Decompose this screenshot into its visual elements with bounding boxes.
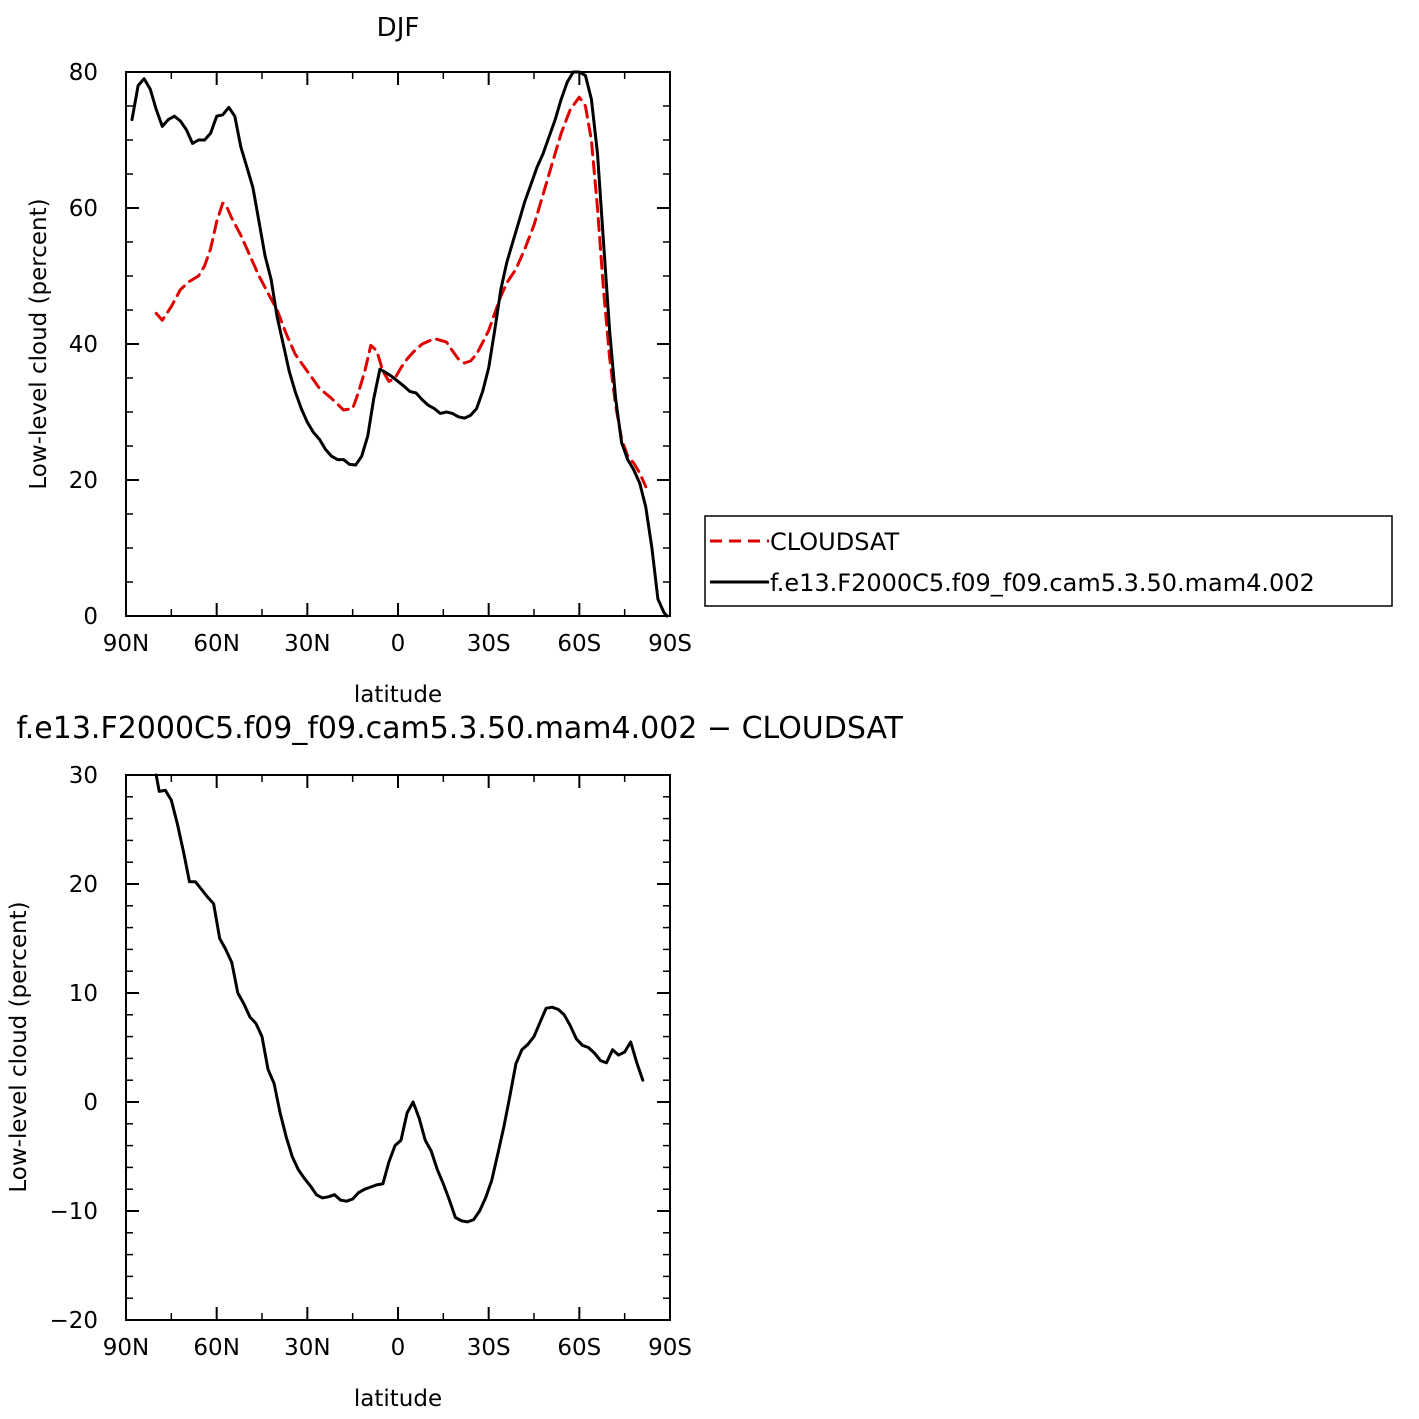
- top-x-tick-label: 30S: [467, 631, 511, 657]
- top-series-line-0: [154, 95, 648, 489]
- bottom-y-axis-label: Low-level cloud (percent): [6, 901, 32, 1192]
- legend-label-model: f.e13.F2000C5.f09_f09.cam5.3.50.mam4.002: [770, 569, 1315, 597]
- top-chart-panel: DJF Low-level cloud (percent) latitude 9…: [26, 13, 692, 708]
- bottom-chart-title: f.e13.F2000C5.f09_f09.cam5.3.50.mam4.002…: [16, 711, 903, 746]
- top-y-tick-label: 60: [69, 196, 98, 222]
- bottom-y-tick-label: 20: [69, 872, 98, 898]
- top-y-tick-label: 80: [69, 60, 98, 86]
- legend-box: [704, 515, 1393, 607]
- top-y-tick-label: 20: [69, 468, 98, 494]
- bottom-chart-panel: f.e13.F2000C5.f09_f09.cam5.3.50.mam4.002…: [6, 711, 904, 1412]
- top-x-axis-label: latitude: [354, 682, 442, 708]
- bottom-x-axis-label: latitude: [354, 1386, 442, 1412]
- top-chart-legend: CLOUDSAT f.e13.F2000C5.f09_f09.cam5.3.50…: [704, 515, 1393, 607]
- top-chart-title: DJF: [377, 13, 420, 43]
- top-x-tick-label: 90N: [103, 631, 149, 657]
- bottom-tick-labels: 90N 60N 30N 0 30S 60S 90S −20 −10 0 10 20 30: [49, 763, 691, 1361]
- bottom-series-line-0: [154, 773, 645, 1224]
- top-x-tick-label: 60N: [193, 631, 239, 657]
- bottom-y-tick-label: 0: [83, 1090, 98, 1116]
- top-series-lines: [130, 70, 669, 618]
- top-y-tick-label: 0: [83, 604, 98, 630]
- top-plot-frame: [125, 71, 671, 617]
- bottom-x-tick-label: 30S: [467, 1335, 511, 1361]
- top-x-tick-label: 30N: [284, 631, 330, 657]
- bottom-axis-ticks: [125, 774, 671, 1321]
- bottom-x-tick-label: 60S: [557, 1335, 601, 1361]
- legend-label-cloudsat: CLOUDSAT: [770, 528, 899, 556]
- bottom-x-tick-label: 90N: [103, 1335, 149, 1361]
- top-y-tick-label: 40: [69, 332, 98, 358]
- bottom-y-tick-label: −10: [49, 1199, 98, 1225]
- bottom-y-tick-label: −20: [49, 1308, 98, 1334]
- top-x-tick-label: 0: [391, 631, 406, 657]
- bottom-x-tick-label: 30N: [284, 1335, 330, 1361]
- top-x-tick-label: 60S: [557, 631, 601, 657]
- bottom-y-tick-label: 10: [69, 981, 98, 1007]
- top-series-line-1: [130, 70, 669, 618]
- top-tick-labels: 90N 60N 30N 0 30S 60S 90S 0 20 40 60 80: [69, 60, 692, 657]
- top-y-axis-label: Low-level cloud (percent): [26, 198, 52, 489]
- bottom-plot-frame: [125, 774, 671, 1321]
- bottom-x-tick-label: 90S: [648, 1335, 692, 1361]
- bottom-series-lines: [154, 773, 645, 1224]
- bottom-y-tick-label: 30: [69, 763, 98, 789]
- top-x-tick-label: 90S: [648, 631, 692, 657]
- bottom-x-tick-label: 60N: [193, 1335, 239, 1361]
- bottom-x-tick-label: 0: [391, 1335, 406, 1361]
- top-axis-ticks: [125, 71, 671, 617]
